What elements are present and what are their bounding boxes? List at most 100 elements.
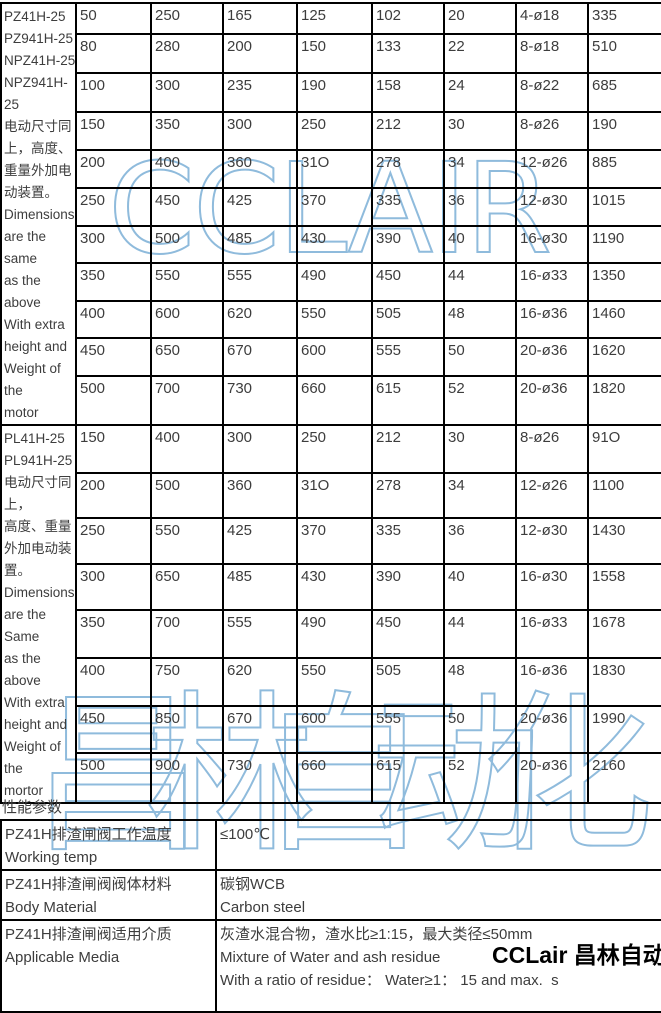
spec-value-cell: 12-ø30 bbox=[515, 186, 589, 228]
spec-value-cell: 430 bbox=[296, 562, 373, 612]
spec-value-cell: 16-ø30 bbox=[515, 562, 589, 612]
spec-value-cell: 250 bbox=[150, 1, 224, 36]
spec-value-cell: 450 bbox=[371, 609, 445, 660]
spec-value-cell: 12-ø30 bbox=[515, 517, 589, 565]
spec-value-cell: 1558 bbox=[587, 562, 661, 612]
valve-dimensions-table: PZ41H-25 PZ941H-25 NPZ41H-25 NPZ941H- 25… bbox=[0, 1, 661, 804]
spec-value-cell: 900 bbox=[150, 752, 224, 804]
spec-value-cell: 48 bbox=[443, 299, 517, 340]
brand-logo-text: CCLair 昌林自动化 bbox=[492, 942, 661, 968]
spec-value-cell: 650 bbox=[150, 337, 224, 378]
spec-value-cell: 300 bbox=[75, 562, 152, 612]
spec-value-cell: 8-ø22 bbox=[515, 71, 589, 114]
table-row: 100 300 235 190 158 24 8-ø22 685 bbox=[1, 71, 661, 114]
spec-value-cell: 360 bbox=[222, 149, 298, 189]
spec-value-cell: 300 bbox=[222, 110, 298, 152]
spec-value-cell: 300 bbox=[150, 71, 224, 114]
spec-value-cell: 1460 bbox=[587, 299, 661, 340]
spec-value-cell: 450 bbox=[75, 704, 152, 755]
spec-value-cell: 300 bbox=[75, 225, 152, 265]
parameter-label-cell: PZ41H排渣闸阀工作温度 Working temp bbox=[0, 819, 217, 871]
spec-value-cell: 555 bbox=[371, 704, 445, 755]
spec-value-cell: 44 bbox=[443, 262, 517, 302]
spec-value-cell: 24 bbox=[443, 71, 517, 114]
spec-value-cell: 200 bbox=[222, 33, 298, 74]
spec-value-cell: 1620 bbox=[587, 337, 661, 378]
table-row: 400 600 620 550 505 48 16-ø36 1460 bbox=[1, 299, 661, 340]
spec-value-cell: 52 bbox=[443, 375, 517, 426]
spec-value-cell: 500 bbox=[150, 225, 224, 265]
spec-value-cell: 400 bbox=[75, 657, 152, 707]
spec-value-cell: 165 bbox=[222, 1, 298, 36]
spec-value-cell: 278 bbox=[371, 149, 445, 189]
spec-value-cell: 1350 bbox=[587, 262, 661, 302]
spec-value-cell: 335 bbox=[371, 517, 445, 565]
table-row: 250 550 425 370 335 36 12-ø30 1430 bbox=[1, 517, 661, 565]
spec-value-cell: 20-ø36 bbox=[515, 704, 589, 755]
spec-value-cell: 550 bbox=[150, 517, 224, 565]
spec-value-cell: 40 bbox=[443, 225, 517, 265]
spec-value-cell: 12-ø26 bbox=[515, 149, 589, 189]
spec-value-cell: 730 bbox=[222, 752, 298, 804]
spec-value-cell: 1430 bbox=[587, 517, 661, 565]
spec-value-cell: 8-ø26 bbox=[515, 110, 589, 152]
spec-value-cell: 20-ø36 bbox=[515, 375, 589, 426]
spec-value-cell: 1100 bbox=[587, 471, 661, 520]
spec-value-cell: 52 bbox=[443, 752, 517, 804]
spec-value-cell: 36 bbox=[443, 186, 517, 228]
spec-value-cell: 700 bbox=[150, 375, 224, 426]
spec-value-cell: 16-ø33 bbox=[515, 609, 589, 660]
spec-value-cell: 400 bbox=[150, 424, 224, 474]
spec-value-cell: 600 bbox=[296, 337, 373, 378]
spec-value-cell: 350 bbox=[75, 609, 152, 660]
spec-value-cell: 615 bbox=[371, 752, 445, 804]
spec-value-cell: 100 bbox=[75, 71, 152, 114]
spec-value-cell: 250 bbox=[75, 517, 152, 565]
table-row: 450 650 670 600 555 50 20-ø36 1620 bbox=[1, 337, 661, 378]
table-row: 350 700 555 490 450 44 16-ø33 1678 bbox=[1, 609, 661, 660]
spec-value-cell: 190 bbox=[587, 110, 661, 152]
spec-value-cell: 250 bbox=[75, 186, 152, 228]
spec-value-cell: 278 bbox=[371, 471, 445, 520]
spec-value-cell: 555 bbox=[222, 609, 298, 660]
spec-value-cell: 390 bbox=[371, 562, 445, 612]
spec-value-cell: 400 bbox=[150, 149, 224, 189]
spec-value-cell: 620 bbox=[222, 657, 298, 707]
table-row: 500 700 730 660 615 52 20-ø36 1820 bbox=[1, 375, 661, 426]
model-description-cell: PZ41H-25 PZ941H-25 NPZ41H-25 NPZ941H- 25… bbox=[0, 2, 77, 426]
spec-value-cell: 190 bbox=[296, 71, 373, 114]
spec-value-cell: 1820 bbox=[587, 375, 661, 426]
spec-value-cell: 490 bbox=[296, 262, 373, 302]
spec-value-cell: 510 bbox=[587, 33, 661, 74]
spec-value-cell: 36 bbox=[443, 517, 517, 565]
spec-value-cell: 660 bbox=[296, 375, 373, 426]
spec-value-cell: 91O bbox=[587, 424, 661, 474]
spec-value-cell: 750 bbox=[150, 657, 224, 707]
spec-value-cell: 280 bbox=[150, 33, 224, 74]
spec-value-cell: 16-ø36 bbox=[515, 657, 589, 707]
spec-value-cell: 50 bbox=[443, 704, 517, 755]
spec-value-cell: 20 bbox=[443, 1, 517, 36]
spec-value-cell: 370 bbox=[296, 186, 373, 228]
parameter-value-cell: ≤100℃ bbox=[215, 819, 661, 871]
spec-value-cell: 12-ø26 bbox=[515, 471, 589, 520]
spec-value-cell: 133 bbox=[371, 33, 445, 74]
spec-value-cell: 30 bbox=[443, 110, 517, 152]
spec-value-cell: 390 bbox=[371, 225, 445, 265]
spec-value-cell: 450 bbox=[371, 262, 445, 302]
spec-value-cell: 430 bbox=[296, 225, 373, 265]
spec-value-cell: 730 bbox=[222, 375, 298, 426]
spec-value-cell: 20-ø36 bbox=[515, 752, 589, 804]
spec-value-cell: 1678 bbox=[587, 609, 661, 660]
spec-value-cell: 8-ø26 bbox=[515, 424, 589, 474]
spec-value-cell: 102 bbox=[371, 1, 445, 36]
spec-value-cell: 360 bbox=[222, 471, 298, 520]
spec-value-cell: 850 bbox=[150, 704, 224, 755]
table-row: 150 350 300 250 212 30 8-ø26 190 bbox=[1, 110, 661, 152]
spec-value-cell: 250 bbox=[296, 424, 373, 474]
spec-value-cell: 555 bbox=[222, 262, 298, 302]
performance-parameters-table: PZ41H排渣闸阀工作温度 Working temp ≤100℃ PZ41H排渣闸阀… bbox=[0, 819, 661, 1013]
spec-value-cell: 158 bbox=[371, 71, 445, 114]
spec-value-cell: 370 bbox=[296, 517, 373, 565]
